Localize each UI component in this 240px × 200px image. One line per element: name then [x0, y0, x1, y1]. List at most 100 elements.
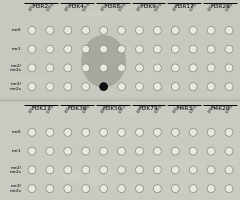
Circle shape	[189, 83, 197, 91]
Text: 500g: 500g	[118, 103, 126, 114]
Bar	[0, 0, 240, 98]
Circle shape	[136, 166, 144, 174]
Circle shape	[171, 64, 179, 72]
Circle shape	[207, 26, 215, 34]
Circle shape	[225, 166, 233, 174]
Circle shape	[64, 64, 72, 72]
Circle shape	[136, 128, 144, 136]
Ellipse shape	[135, 46, 168, 54]
Circle shape	[118, 64, 126, 72]
Ellipse shape	[89, 175, 127, 188]
Ellipse shape	[126, 11, 150, 24]
Text: 500g: 500g	[82, 103, 90, 114]
Circle shape	[153, 166, 161, 174]
Circle shape	[64, 185, 72, 193]
Ellipse shape	[31, 135, 42, 143]
Circle shape	[189, 64, 197, 72]
Ellipse shape	[88, 8, 109, 16]
Ellipse shape	[171, 47, 217, 55]
Text: 500g: 500g	[154, 1, 162, 12]
Ellipse shape	[63, 64, 76, 78]
Ellipse shape	[36, 129, 48, 138]
Text: 100g: 100g	[136, 103, 144, 114]
Ellipse shape	[51, 19, 91, 26]
Circle shape	[64, 83, 72, 91]
Circle shape	[118, 147, 126, 155]
Circle shape	[189, 128, 197, 136]
Circle shape	[100, 64, 108, 72]
Ellipse shape	[146, 134, 161, 144]
Circle shape	[28, 147, 36, 155]
Text: 100g: 100g	[64, 103, 73, 114]
Ellipse shape	[151, 105, 163, 113]
Text: H3K56: H3K56	[103, 106, 122, 110]
Text: me3/
me2s: me3/ me2s	[10, 184, 22, 193]
Circle shape	[64, 147, 72, 155]
Ellipse shape	[81, 35, 126, 88]
Ellipse shape	[16, 105, 56, 113]
Circle shape	[136, 185, 144, 193]
Text: 100g: 100g	[100, 1, 108, 12]
Text: 100g: 100g	[64, 1, 73, 12]
Circle shape	[28, 166, 36, 174]
Ellipse shape	[19, 26, 37, 38]
Circle shape	[100, 185, 108, 193]
Circle shape	[189, 166, 197, 174]
Circle shape	[136, 147, 144, 155]
Circle shape	[46, 128, 54, 136]
Text: H3K27: H3K27	[31, 106, 51, 110]
Ellipse shape	[171, 52, 180, 61]
Circle shape	[100, 26, 108, 34]
Ellipse shape	[70, 168, 118, 176]
Circle shape	[171, 83, 179, 91]
Text: 500g: 500g	[190, 1, 198, 12]
Text: me1: me1	[12, 149, 22, 153]
Ellipse shape	[152, 161, 168, 176]
Circle shape	[171, 128, 179, 136]
Circle shape	[225, 83, 233, 91]
Circle shape	[207, 45, 215, 53]
Circle shape	[207, 147, 215, 155]
Circle shape	[100, 166, 108, 174]
Ellipse shape	[61, 169, 108, 184]
Circle shape	[118, 128, 126, 136]
Text: 100g: 100g	[208, 103, 216, 114]
Text: H3R8: H3R8	[105, 3, 121, 8]
Text: H3R26: H3R26	[210, 3, 230, 8]
Circle shape	[225, 64, 233, 72]
Circle shape	[64, 45, 72, 53]
Circle shape	[82, 45, 90, 53]
Circle shape	[207, 128, 215, 136]
Ellipse shape	[24, 167, 57, 172]
Ellipse shape	[21, 36, 42, 49]
Circle shape	[28, 83, 36, 91]
Text: H3R2: H3R2	[33, 3, 49, 8]
Circle shape	[153, 45, 161, 53]
Circle shape	[153, 185, 161, 193]
Text: 100g: 100g	[28, 1, 37, 12]
Ellipse shape	[143, 60, 163, 77]
Ellipse shape	[175, 149, 221, 159]
Circle shape	[171, 26, 179, 34]
Ellipse shape	[69, 122, 112, 130]
Circle shape	[118, 166, 126, 174]
Circle shape	[46, 166, 54, 174]
Ellipse shape	[99, 157, 138, 167]
Text: H3K9: H3K9	[140, 3, 156, 8]
Circle shape	[28, 128, 36, 136]
Circle shape	[82, 185, 90, 193]
Ellipse shape	[140, 75, 151, 85]
Circle shape	[171, 147, 179, 155]
Ellipse shape	[173, 175, 195, 183]
Circle shape	[64, 26, 72, 34]
Text: H3K36: H3K36	[67, 106, 86, 110]
Circle shape	[46, 26, 54, 34]
Text: me3/
me2s: me3/ me2s	[10, 82, 22, 91]
Circle shape	[189, 45, 197, 53]
Circle shape	[100, 128, 108, 136]
Circle shape	[189, 185, 197, 193]
Ellipse shape	[160, 27, 205, 35]
Circle shape	[46, 147, 54, 155]
Circle shape	[28, 185, 36, 193]
Ellipse shape	[112, 100, 140, 117]
